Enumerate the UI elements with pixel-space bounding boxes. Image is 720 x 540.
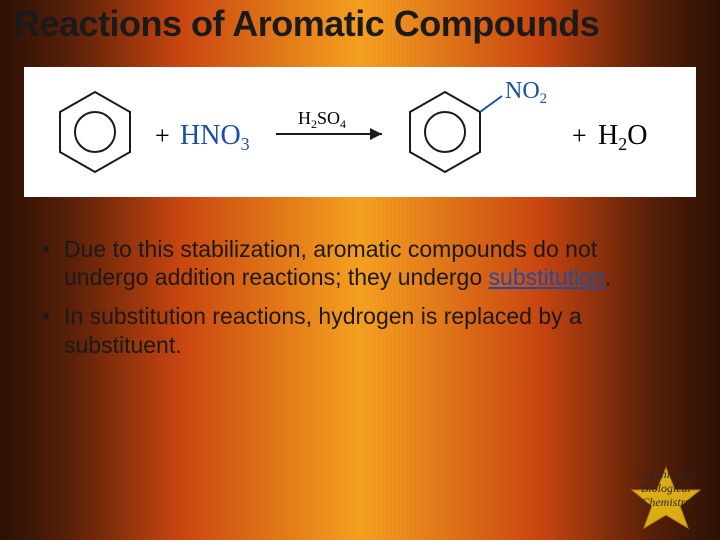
plus-1: +: [155, 121, 170, 150]
reagent-hno3: HNO3: [180, 120, 250, 154]
arrow-catalyst: H2SO4: [298, 108, 346, 131]
benzene-reactant: [60, 92, 130, 172]
byproduct-h2o: H2O: [598, 120, 647, 154]
benzene-product: NO2: [410, 78, 547, 172]
footer-label: Organic and Biological Chemistry: [620, 468, 712, 509]
footer-badge: Organic and Biological Chemistry: [620, 462, 712, 532]
reaction-arrow: H2SO4: [276, 108, 382, 140]
bullet-dot: •: [42, 302, 64, 360]
bullet-item: • Due to this stabilization, aromatic co…: [42, 235, 684, 293]
bullet-pre: In substitution reactions, hydrogen is r…: [64, 303, 582, 358]
bullet-item: • In substitution reactions, hydrogen is…: [42, 302, 684, 360]
bullet-text: Due to this stabilization, aromatic comp…: [64, 235, 684, 293]
bullet-text: In substitution reactions, hydrogen is r…: [64, 302, 684, 360]
reaction-panel: + HNO3 H2SO4 NO2 + H2O: [24, 67, 696, 197]
plus-2: +: [572, 121, 587, 150]
slide-title: Reactions of Aromatic Compounds: [0, 0, 720, 49]
bullet-list: • Due to this stabilization, aromatic co…: [42, 235, 684, 360]
reaction-diagram: + HNO3 H2SO4 NO2 + H2O: [40, 72, 680, 192]
nitro-group: NO2: [505, 78, 547, 107]
bullet-post: .: [605, 264, 611, 290]
bullet-dot: •: [42, 235, 64, 293]
substitution-link[interactable]: substitution: [489, 264, 605, 290]
